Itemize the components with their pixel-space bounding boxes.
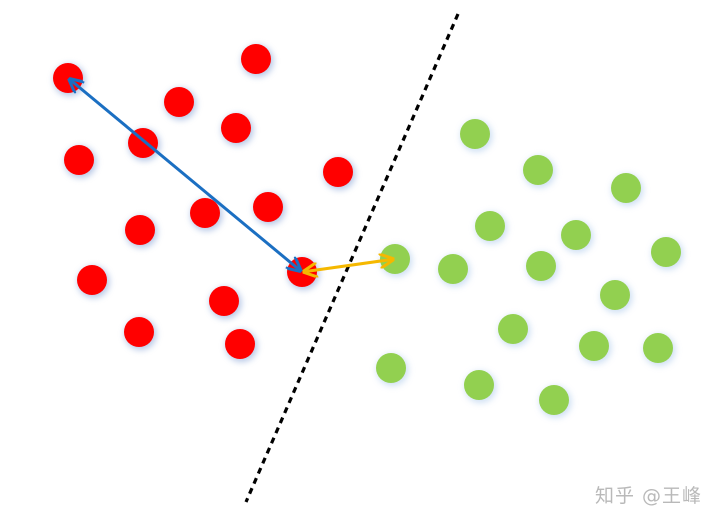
class-b-point	[579, 331, 612, 364]
decision-boundary-layer	[244, 13, 460, 503]
class-a-point	[253, 192, 286, 225]
class-b-point	[600, 280, 633, 313]
class-a-point	[124, 317, 157, 350]
class-b-point	[651, 237, 684, 270]
class-b-point	[475, 211, 508, 244]
class-b-point	[526, 251, 559, 284]
distance-arrows	[70, 79, 393, 271]
class-a-points	[53, 44, 356, 362]
class-b-point	[561, 220, 594, 253]
class-a-point	[323, 157, 356, 190]
class-b-point	[438, 254, 471, 287]
class-b-point	[539, 385, 572, 418]
class-a-point	[53, 63, 86, 96]
class-a-point	[77, 265, 110, 298]
class-a-point	[221, 113, 254, 146]
class-a-point	[209, 286, 242, 319]
farthest-distance-arrow	[70, 79, 301, 270]
decision-boundary-line	[244, 13, 460, 503]
class-b-point	[498, 314, 531, 347]
class-a-point	[241, 44, 274, 77]
class-b-point	[643, 333, 676, 366]
class-a-point	[64, 145, 97, 178]
class-a-point	[164, 87, 197, 120]
class-b-point	[460, 119, 493, 152]
class-b-point	[464, 370, 497, 403]
class-b-point	[376, 353, 409, 386]
class-b-point	[523, 155, 556, 188]
class-b-point	[611, 173, 644, 206]
class-b-points	[376, 119, 684, 418]
watermark-text: 知乎 @王峰	[594, 485, 702, 507]
nearest-distance-arrow	[304, 259, 393, 271]
class-a-point	[125, 215, 158, 248]
class-a-point	[225, 329, 258, 362]
